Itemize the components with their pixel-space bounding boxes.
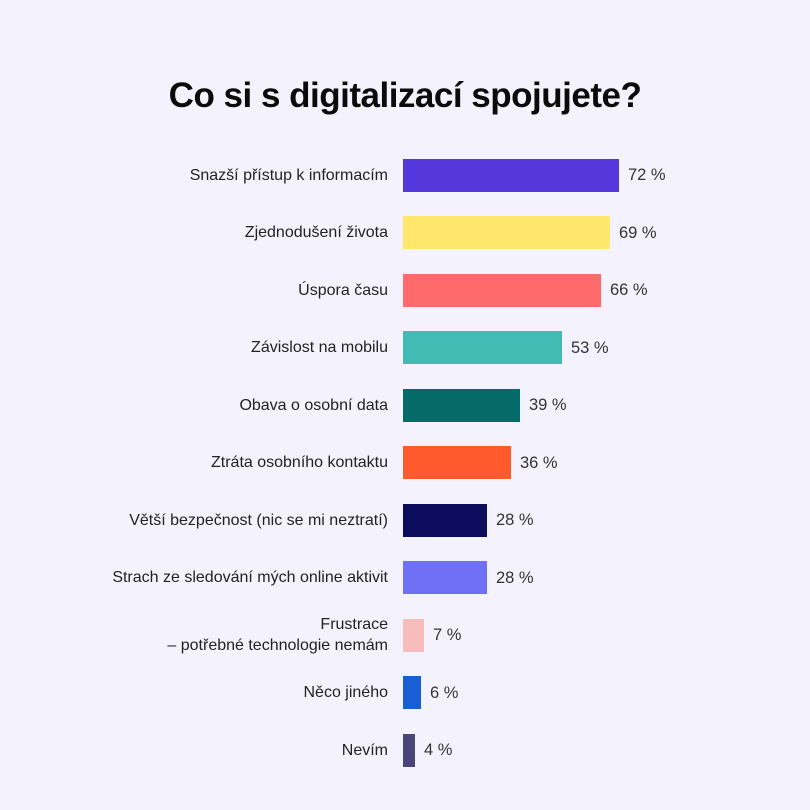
bar bbox=[403, 676, 421, 709]
chart-title: Co si s digitalizací spojujete? bbox=[168, 76, 642, 115]
category-label: Obava o osobní data bbox=[239, 396, 388, 414]
value-label: 36 % bbox=[520, 453, 558, 472]
category-label: Strach ze sledování mých online aktivit bbox=[112, 569, 388, 586]
value-label: 72 % bbox=[628, 166, 666, 184]
value-label: 69 % bbox=[619, 223, 657, 242]
value-label: 28 % bbox=[496, 568, 534, 587]
bar bbox=[403, 216, 610, 249]
bar bbox=[403, 273, 601, 307]
bar bbox=[403, 388, 520, 422]
bar bbox=[403, 446, 511, 479]
category-label: Snazší přístup k informacím bbox=[189, 166, 388, 184]
category-label: Větší bezpečnost (nic se mi neztratí) bbox=[129, 511, 388, 529]
category-label: Ztráta osobního kontaktu bbox=[211, 454, 388, 471]
category-label: Závislost na mobilu bbox=[251, 339, 388, 356]
bar bbox=[403, 733, 415, 767]
bar bbox=[403, 331, 562, 364]
category-label: Nevím bbox=[341, 741, 388, 759]
bar bbox=[403, 561, 487, 594]
value-label: 39 % bbox=[529, 396, 567, 414]
value-label: 66 % bbox=[610, 281, 648, 299]
value-label: 6 % bbox=[430, 683, 459, 702]
value-label: 53 % bbox=[571, 338, 609, 357]
bar bbox=[403, 503, 487, 537]
category-label: Něco jiného bbox=[303, 684, 389, 701]
bar bbox=[403, 158, 619, 192]
category-label: Úspora času bbox=[298, 281, 388, 299]
category-label: Zjednodušení života bbox=[244, 224, 388, 241]
category-label: Frustrace – potřebné technologie nemám bbox=[167, 616, 388, 654]
value-label: 28 % bbox=[496, 511, 534, 529]
bar bbox=[403, 618, 424, 652]
value-label: 4 % bbox=[424, 741, 453, 759]
value-label: 7 % bbox=[433, 626, 462, 644]
